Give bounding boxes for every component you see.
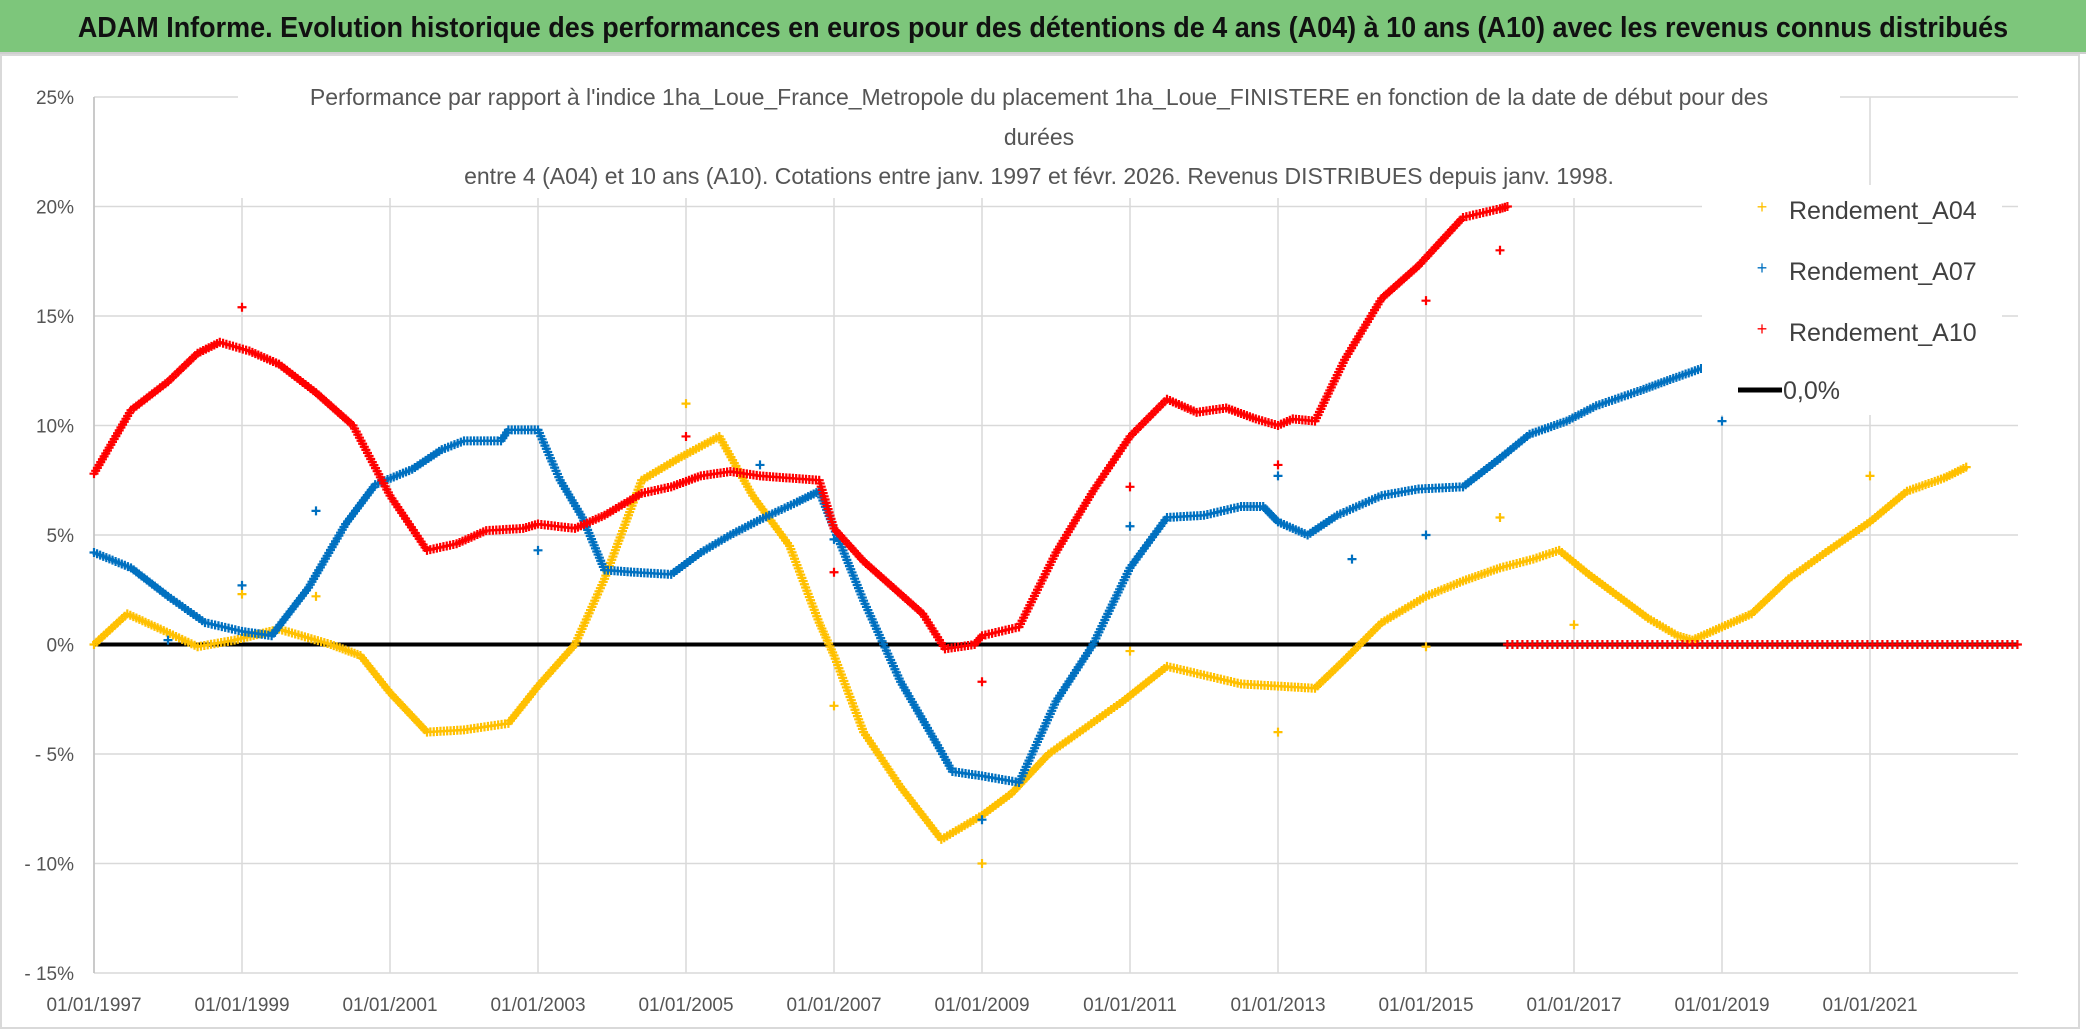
y-tick-label-6: - 5% [35,745,74,766]
outlier-a10-4 [1125,482,1135,492]
outlier-a10-3 [977,677,987,687]
chart-title: Performance par rapport à l'indice 1ha_L… [310,84,1768,189]
y-tick-label-0: 25% [36,88,74,109]
point-a10-574 [1502,202,1512,211]
outlier-a07-2 [311,506,321,516]
series-a04 [89,399,1971,868]
y-tick-label-5: 0% [47,636,75,657]
outlier-a07-9 [1347,554,1357,564]
outlier-a07-10 [1421,530,1431,540]
chart-title-line-1: Performance par rapport à l'indice 1ha_L… [310,84,1768,110]
x-tick-label-5: 01/01/2007 [786,995,881,1016]
y-tick-label-1: 20% [36,198,74,219]
outlier-a04-9 [1569,620,1579,630]
series-a10 [89,202,2022,687]
chart-legend: + Rendement_A04 + Rendement_A07 + Rendem… [1738,197,1977,405]
y-tick-label-3: 10% [36,417,74,438]
legend-marker-a07: + [1757,258,1768,278]
outlier-a04-7 [1421,642,1431,652]
outlier-a10-2 [829,567,839,577]
legend-marker-a04: + [1757,197,1768,217]
y-axis-ticks: 25% 20% 15% 10% 5% 0% - 5% - 10% - 15% [24,88,74,985]
y-tick-label-8: - 15% [24,964,74,985]
y-tick-label-4: 5% [47,526,75,547]
legend-label-a04: Rendement_A04 [1789,197,1977,225]
point-a10-flat-677 [2012,640,2022,649]
outlier-a07-11 [1717,416,1727,426]
y-tick-label-2: 15% [36,307,74,328]
outlier-a04-3 [829,701,839,711]
banner-title: ADAM Informe. Evolution historique des p… [77,12,2009,44]
outlier-a04-6 [1273,727,1283,737]
x-tick-label-7: 01/01/2011 [1083,995,1177,1016]
x-tick-label-11: 01/01/2019 [1674,995,1769,1016]
outlier-a10-0 [237,302,247,312]
legend-marker-a10: + [1757,319,1768,339]
outlier-a04-2 [681,399,691,409]
outlier-a04-10 [1865,471,1875,481]
chart-title-line-2: durées [1004,124,1074,150]
chart-frame [0,54,2080,1029]
x-axis-ticks: 01/01/1997 01/01/1999 01/01/2001 01/01/2003… [46,995,1917,1016]
outlier-a10-6 [1421,296,1431,306]
outlier-a04-8 [1495,512,1505,522]
series-a07 [89,361,1727,825]
outlier-a07-8 [1273,471,1283,481]
outlier-a07-6 [977,815,987,825]
x-tick-label-4: 01/01/2005 [638,995,733,1016]
outlier-a07-4 [755,460,765,470]
y-tick-label-7: - 10% [24,855,74,876]
x-tick-label-0: 01/01/1997 [46,995,141,1016]
outlier-a10-7 [1495,245,1505,255]
legend-label-zero: 0,0% [1783,377,1840,405]
x-tick-label-2: 01/01/2001 [342,995,437,1016]
point-a04-743 [1961,462,1971,472]
outlier-a04-4 [977,859,987,868]
outlier-a10-5 [1273,460,1283,470]
x-tick-label-6: 01/01/2009 [934,995,1029,1016]
x-tick-label-9: 01/01/2015 [1378,995,1473,1016]
outlier-a04-5 [1125,646,1135,656]
legend-background [1702,185,2002,415]
legend-label-a07: Rendement_A07 [1789,258,1977,286]
outlier-a07-0 [163,635,173,645]
x-tick-label-12: 01/01/2021 [1822,995,1917,1016]
chart-title-line-3: entre 4 (A04) et 10 ans (A10). Cotations… [464,163,1614,189]
x-tick-label-10: 01/01/2017 [1526,995,1621,1016]
x-tick-label-1: 01/01/1999 [194,995,289,1016]
outlier-a04-0 [237,589,247,599]
title-background [238,80,1840,198]
outlier-a07-7 [1125,521,1135,531]
report-banner: ADAM Informe. Evolution historique des p… [0,0,2086,54]
outlier-a10-1 [681,431,691,441]
x-tick-label-8: 01/01/2013 [1230,995,1325,1016]
outlier-a07-1 [237,580,247,590]
outlier-a07-5 [829,534,839,544]
legend-label-a10: Rendement_A10 [1789,319,1977,347]
outlier-a07-3 [533,545,543,555]
x-tick-label-3: 01/01/2003 [490,995,585,1016]
outlier-a04-1 [311,591,321,601]
